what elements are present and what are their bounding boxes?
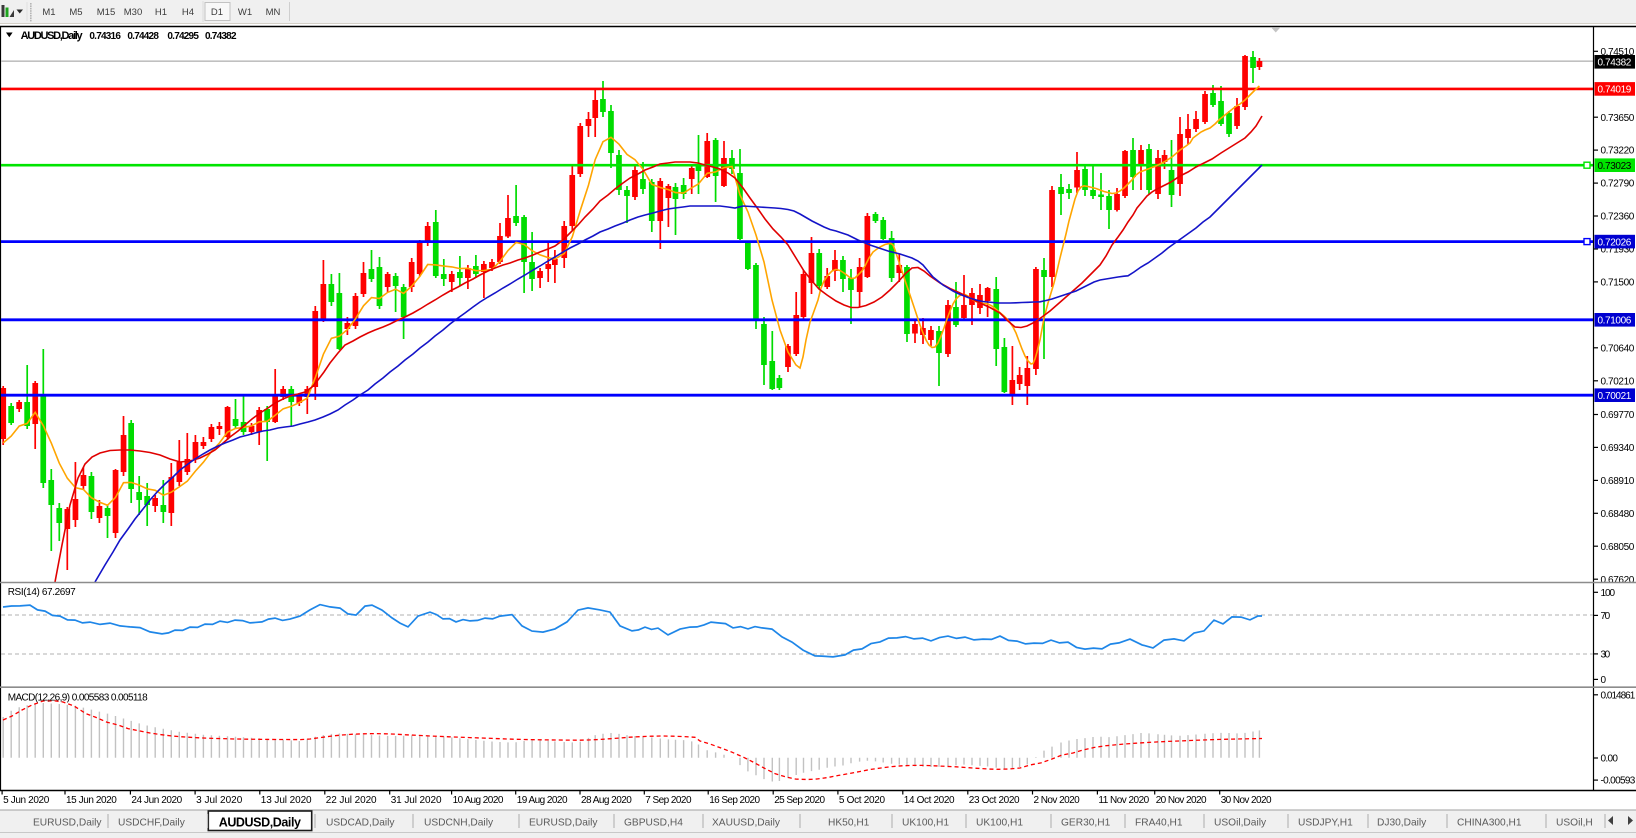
svg-text:0.74019: 0.74019 (1598, 85, 1632, 96)
svg-text:USDCAD,Daily: USDCAD,Daily (326, 818, 395, 829)
svg-text:0.70640: 0.70640 (1601, 343, 1635, 354)
svg-text:EURUSD,Daily: EURUSD,Daily (529, 818, 598, 829)
svg-text:0.69770: 0.69770 (1601, 410, 1635, 421)
svg-text:16 Sep 2020: 16 Sep 2020 (709, 795, 760, 806)
svg-text:0.72360: 0.72360 (1601, 212, 1635, 223)
svg-text:5 Jun 2020: 5 Jun 2020 (3, 795, 50, 806)
svg-text:0.74382: 0.74382 (1598, 58, 1632, 69)
svg-text:19 Aug 2020: 19 Aug 2020 (517, 795, 568, 806)
svg-text:-0.00593: -0.00593 (1601, 776, 1636, 787)
svg-text:M15: M15 (97, 7, 115, 18)
svg-text:30: 30 (1601, 650, 1611, 661)
svg-text:USOil,H: USOil,H (1556, 818, 1593, 829)
svg-text:USOil,Daily: USOil,Daily (1214, 818, 1267, 829)
svg-text:0.014861: 0.014861 (1601, 690, 1636, 701)
svg-text:31 Jul 2020: 31 Jul 2020 (391, 795, 442, 806)
svg-text:0.74316: 0.74316 (89, 31, 121, 42)
svg-text:DJ30,Daily: DJ30,Daily (1377, 818, 1427, 829)
svg-text:25 Sep 2020: 25 Sep 2020 (774, 795, 825, 806)
svg-text:0.70210: 0.70210 (1601, 376, 1635, 387)
svg-text:H1: H1 (155, 7, 167, 18)
svg-text:0.73220: 0.73220 (1601, 146, 1635, 157)
svg-text:UK100,H1: UK100,H1 (976, 818, 1023, 829)
svg-text:10 Aug 2020: 10 Aug 2020 (453, 795, 504, 806)
svg-text:CHINA300,H1: CHINA300,H1 (1457, 818, 1522, 829)
svg-text:W1: W1 (238, 7, 252, 18)
svg-text:13 Jul 2020: 13 Jul 2020 (261, 795, 312, 806)
svg-text:2 Nov 2020: 2 Nov 2020 (1034, 795, 1081, 806)
svg-text:20 Nov 2020: 20 Nov 2020 (1156, 795, 1207, 806)
svg-text:M5: M5 (69, 7, 82, 18)
svg-text:USDCHF,Daily: USDCHF,Daily (118, 818, 186, 829)
svg-text:23 Oct 2020: 23 Oct 2020 (969, 795, 1020, 806)
svg-text:M30: M30 (124, 7, 142, 18)
svg-text:0.71500: 0.71500 (1601, 278, 1635, 289)
svg-text:0.71006: 0.71006 (1598, 316, 1632, 327)
svg-text:30 Nov 2020: 30 Nov 2020 (1221, 795, 1272, 806)
svg-text:MACD(12,26,9) 0.005583 0.00511: MACD(12,26,9) 0.005583 0.005118 (8, 693, 148, 704)
svg-text:0.00: 0.00 (1601, 754, 1619, 765)
svg-text:0.72026: 0.72026 (1598, 237, 1632, 248)
svg-text:5 Oct 2020: 5 Oct 2020 (839, 795, 886, 806)
svg-text:15 Jun 2020: 15 Jun 2020 (66, 795, 117, 806)
svg-text:0.69340: 0.69340 (1601, 443, 1635, 454)
svg-text:0.73650: 0.73650 (1601, 113, 1635, 124)
svg-text:AUDUSD,Daily: AUDUSD,Daily (21, 30, 84, 42)
svg-text:USDJPY,H1: USDJPY,H1 (1298, 818, 1353, 829)
svg-text:RSI(14) 67.2697: RSI(14) 67.2697 (8, 587, 76, 598)
svg-text:M1: M1 (42, 7, 55, 18)
svg-text:0.68910: 0.68910 (1601, 476, 1635, 487)
svg-text:H4: H4 (182, 7, 194, 18)
svg-text:14 Oct 2020: 14 Oct 2020 (904, 795, 955, 806)
svg-text:0.74428: 0.74428 (127, 31, 159, 42)
svg-text:28 Aug 2020: 28 Aug 2020 (581, 795, 632, 806)
svg-text:7 Sep 2020: 7 Sep 2020 (645, 795, 692, 806)
svg-text:UK100,H1: UK100,H1 (902, 818, 949, 829)
svg-text:GER30,H1: GER30,H1 (1061, 818, 1111, 829)
svg-text:0.68050: 0.68050 (1601, 542, 1635, 553)
svg-text:0.74510: 0.74510 (1601, 47, 1635, 58)
svg-text:XAUUSD,Daily: XAUUSD,Daily (712, 818, 781, 829)
svg-text:0.70021: 0.70021 (1598, 391, 1632, 402)
svg-text:0.73023: 0.73023 (1598, 161, 1632, 172)
svg-text:EURUSD,Daily: EURUSD,Daily (33, 818, 102, 829)
svg-text:0: 0 (1601, 675, 1607, 686)
svg-text:USDCNH,Daily: USDCNH,Daily (424, 818, 494, 829)
svg-text:0.72790: 0.72790 (1601, 179, 1635, 190)
svg-text:FRA40,H1: FRA40,H1 (1135, 818, 1183, 829)
svg-text:HK50,H1: HK50,H1 (828, 818, 870, 829)
svg-text:0.74382: 0.74382 (205, 31, 237, 42)
svg-text:0.71930: 0.71930 (1601, 245, 1635, 256)
svg-text:24 Jun 2020: 24 Jun 2020 (131, 795, 182, 806)
svg-text:0.67620: 0.67620 (1601, 575, 1635, 586)
svg-text:0.68480: 0.68480 (1601, 509, 1635, 520)
svg-text:D1: D1 (211, 7, 223, 18)
svg-text:AUDUSD,Daily: AUDUSD,Daily (219, 816, 301, 830)
svg-text:0.74295: 0.74295 (167, 31, 199, 42)
svg-text:11 Nov 2020: 11 Nov 2020 (1098, 795, 1149, 806)
svg-text:3 Jul 2020: 3 Jul 2020 (196, 795, 243, 806)
svg-text:100: 100 (1601, 588, 1616, 599)
svg-text:GBPUSD,H4: GBPUSD,H4 (624, 818, 683, 829)
svg-text:MN: MN (266, 7, 281, 18)
svg-text:70: 70 (1601, 611, 1611, 622)
svg-text:22 Jul 2020: 22 Jul 2020 (326, 795, 377, 806)
